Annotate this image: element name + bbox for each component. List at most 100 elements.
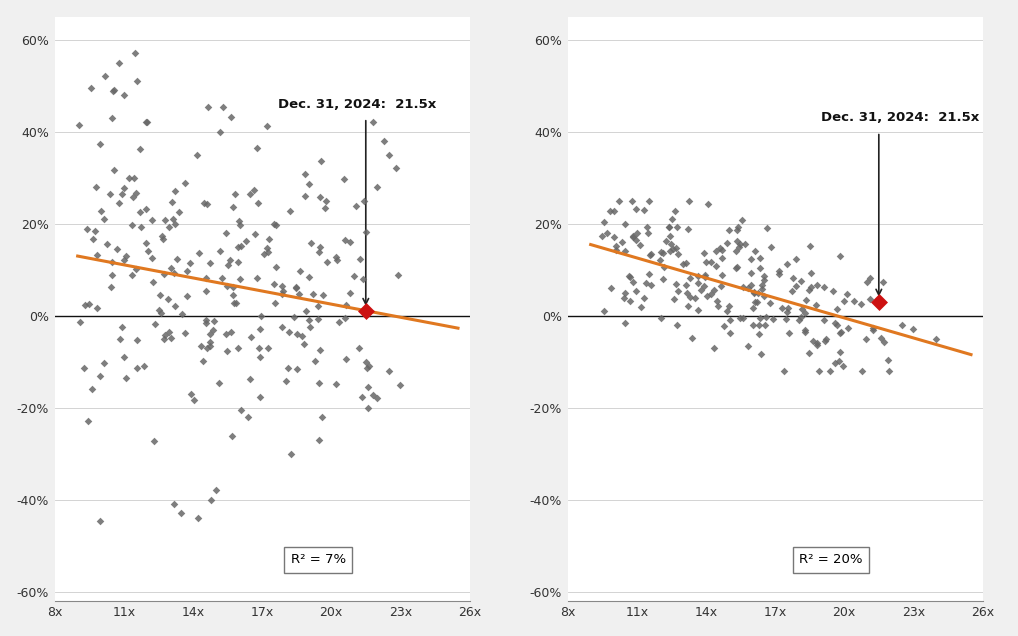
Point	[129, 76, 146, 86]
Point	[742, 268, 758, 278]
Point	[225, 281, 241, 291]
Point	[88, 182, 104, 192]
Point	[365, 389, 382, 399]
Point	[297, 307, 314, 317]
Point	[873, 333, 890, 343]
Point	[288, 329, 304, 339]
Point	[259, 121, 275, 131]
Point	[156, 334, 172, 344]
Point	[596, 306, 612, 316]
Point	[791, 315, 807, 325]
Point	[753, 349, 770, 359]
Point	[260, 243, 276, 253]
Point	[755, 271, 772, 281]
Point	[714, 253, 730, 263]
Point	[654, 247, 670, 257]
Point	[286, 312, 302, 322]
Point	[203, 258, 219, 268]
Point	[665, 244, 681, 254]
Point	[825, 286, 841, 296]
Point	[804, 336, 821, 346]
Point	[702, 289, 719, 299]
Point	[690, 271, 706, 281]
Point	[157, 215, 173, 225]
Point	[817, 335, 834, 345]
Point	[211, 377, 227, 387]
Point	[836, 296, 852, 307]
Point	[822, 366, 838, 376]
Point	[208, 485, 224, 495]
Point	[268, 262, 284, 272]
Point	[252, 311, 269, 321]
Point	[96, 214, 112, 225]
Point	[247, 230, 264, 240]
Point	[833, 328, 849, 338]
Point	[138, 204, 155, 214]
Point	[788, 280, 804, 291]
Point	[93, 206, 109, 216]
Point	[833, 251, 849, 261]
Point	[788, 254, 804, 265]
Point	[390, 270, 406, 280]
Point	[771, 266, 787, 277]
Point	[251, 324, 268, 334]
Point	[697, 272, 714, 282]
Point	[96, 357, 112, 368]
Point	[603, 283, 619, 293]
Point	[625, 232, 641, 242]
Text: S&P 500 Total Return Index: S&P 500 Total Return Index	[568, 0, 738, 1]
Point	[146, 436, 162, 446]
Point	[127, 48, 144, 59]
Point	[317, 203, 333, 213]
Point	[735, 312, 751, 322]
Point	[830, 320, 846, 330]
Point	[861, 273, 878, 284]
Point	[746, 288, 762, 298]
Point	[278, 377, 294, 387]
Point	[752, 263, 769, 273]
Point	[147, 319, 163, 329]
Point	[719, 306, 735, 316]
Point	[282, 206, 298, 216]
Point	[736, 239, 752, 249]
Point	[357, 306, 374, 316]
Point	[392, 380, 408, 390]
Point	[145, 214, 161, 225]
Point	[319, 257, 335, 267]
Point	[796, 326, 812, 336]
Point	[112, 334, 128, 344]
Point	[114, 322, 130, 332]
Point	[722, 328, 738, 338]
Point	[186, 396, 203, 406]
Point	[297, 191, 314, 202]
Point	[606, 206, 622, 216]
Point	[124, 220, 140, 230]
Point	[846, 296, 862, 307]
Point	[249, 273, 266, 283]
Point	[136, 361, 153, 371]
Point	[750, 287, 767, 298]
Point	[133, 222, 150, 232]
Point	[864, 325, 881, 335]
Point	[745, 303, 761, 314]
Point	[611, 195, 627, 205]
Point	[128, 335, 145, 345]
Point	[354, 274, 371, 284]
Point	[665, 214, 681, 224]
Point	[188, 150, 205, 160]
Point	[242, 189, 259, 199]
Point	[655, 274, 671, 284]
Point	[154, 232, 170, 242]
Point	[274, 322, 290, 332]
Point	[832, 347, 848, 357]
Point	[388, 163, 404, 174]
Point	[599, 228, 615, 238]
Point	[166, 219, 182, 229]
Point	[700, 198, 717, 209]
Point	[743, 253, 759, 263]
Point	[360, 382, 377, 392]
Point	[680, 301, 696, 311]
Point	[306, 356, 323, 366]
Point	[831, 356, 847, 366]
Point	[224, 431, 240, 441]
